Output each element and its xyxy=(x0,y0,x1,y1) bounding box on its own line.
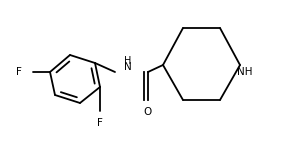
Text: F: F xyxy=(16,67,22,77)
Text: N: N xyxy=(124,62,132,72)
Text: F: F xyxy=(97,118,103,128)
Text: O: O xyxy=(144,107,152,117)
Text: H: H xyxy=(124,56,132,66)
Text: NH: NH xyxy=(237,67,252,77)
